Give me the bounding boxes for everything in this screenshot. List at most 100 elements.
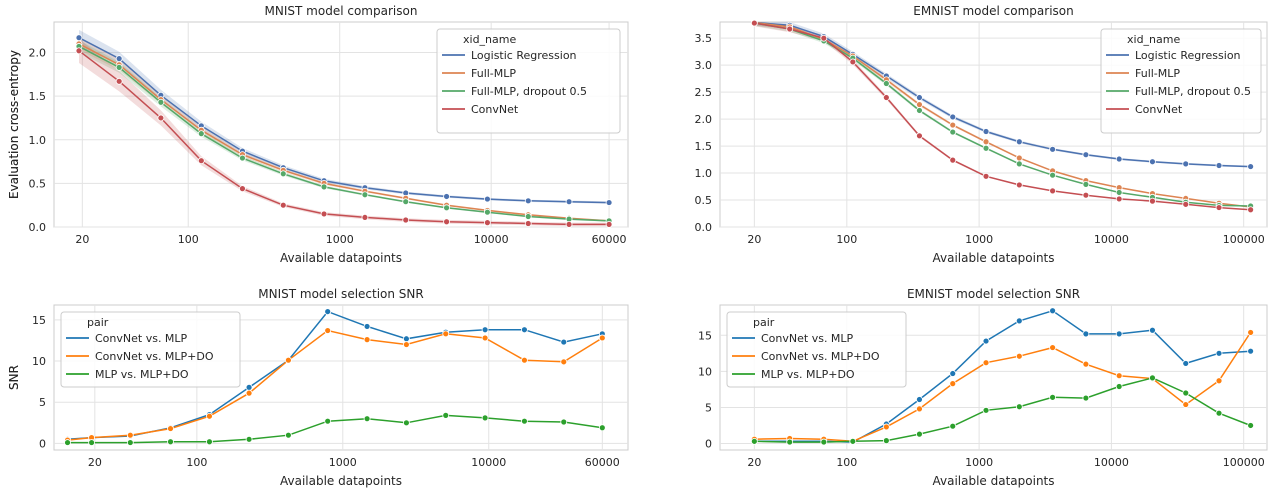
series-line (754, 377, 1251, 443)
data-point (521, 417, 528, 425)
data-point (1082, 180, 1090, 188)
y-tick-label: 0 (39, 437, 46, 450)
x-tick-label: 100 (186, 456, 207, 469)
data-point (882, 94, 890, 101)
x-tick-label: 100000 (1223, 456, 1265, 469)
data-point (484, 219, 491, 227)
data-point (1115, 383, 1123, 390)
data-point (206, 438, 213, 446)
legend-entry: Logistic Regression (471, 49, 577, 62)
confidence-band (79, 29, 610, 204)
data-point (239, 185, 246, 193)
legend-box (1100, 28, 1262, 134)
x-tick-label: 100 (836, 456, 857, 469)
data-point (1049, 393, 1056, 401)
data-point (1215, 204, 1223, 211)
x-tick-label: 1000 (326, 233, 354, 246)
data-point (324, 308, 332, 315)
y-tick-label: 0 (705, 438, 712, 451)
data-point (1182, 160, 1190, 168)
data-point (849, 437, 857, 445)
data-point (1182, 401, 1190, 408)
y-tick-label: 1.5 (29, 90, 47, 103)
data-point (982, 337, 990, 345)
data-point (820, 438, 828, 446)
legend-entry: ConvNet vs. MLP+DO (95, 350, 214, 363)
y-tick-label: 15 (698, 329, 712, 342)
data-point (524, 197, 532, 205)
legend-entry: ConvNet vs. MLP (95, 332, 188, 345)
x-tick-label: 100000 (1223, 233, 1265, 246)
x-tick-label: 20 (88, 456, 102, 469)
data-point (363, 323, 371, 330)
data-point (239, 154, 246, 162)
y-tick-label: 1.0 (29, 134, 47, 147)
data-point (982, 359, 990, 367)
legend-entry: Full-MLP, dropout 0.5 (1135, 85, 1251, 98)
data-point (403, 335, 410, 343)
data-point (521, 356, 528, 364)
data-point (167, 438, 174, 446)
data-point (949, 121, 957, 129)
y-tick-label: 10 (32, 355, 46, 368)
data-point (916, 396, 923, 403)
data-point (361, 214, 369, 221)
data-point (279, 170, 287, 178)
data-point (1082, 330, 1090, 338)
legend-box (726, 311, 907, 388)
data-point (560, 338, 568, 346)
data-point (882, 80, 890, 87)
data-point (1149, 158, 1156, 166)
legend-box (60, 311, 241, 388)
data-point (285, 431, 292, 439)
y-axis-label: SNR (7, 365, 21, 390)
data-point (565, 220, 573, 228)
x-tick-label: 100 (836, 233, 857, 246)
data-point (560, 358, 568, 366)
data-point (1049, 187, 1056, 195)
data-point (949, 370, 957, 377)
mnist-snr-panel: 20 100 1000 10000 60000 0 5 10 15 MNIST model sel… (7, 287, 629, 488)
data-point (1215, 349, 1223, 357)
y-tick-label: 1.5 (695, 140, 713, 153)
y-tick-label: 0.0 (29, 221, 47, 234)
data-point (1015, 403, 1023, 411)
data-point (157, 98, 165, 106)
data-point (1182, 360, 1190, 367)
data-point (521, 326, 528, 334)
x-tick-label: 20 (75, 233, 89, 246)
legend-entry: ConvNet (1135, 103, 1183, 116)
data-point (1247, 422, 1255, 429)
data-point (1115, 372, 1123, 380)
y-tick-label: 3.5 (695, 32, 713, 45)
data-point (916, 101, 923, 108)
data-point (786, 25, 794, 33)
data-point (320, 210, 328, 218)
y-tick-label: 5 (705, 401, 712, 414)
data-point (750, 437, 758, 445)
legend-title: pair (753, 316, 775, 329)
data-point (481, 414, 489, 422)
x-tick-label: 10000 (1094, 233, 1129, 246)
chart-title: EMNIST model selection SNR (907, 287, 1080, 301)
data-point (88, 439, 95, 446)
series-line (754, 22, 1251, 211)
data-point (64, 439, 71, 446)
data-point (115, 77, 123, 85)
y-tick-label: 2.5 (695, 86, 713, 99)
data-point (565, 198, 573, 206)
data-point (402, 198, 410, 206)
data-point (443, 204, 450, 212)
data-point (1215, 162, 1223, 169)
legend-title: xid_name (1127, 33, 1180, 46)
data-point (1015, 138, 1023, 146)
data-point (916, 107, 923, 114)
x-tick-label: 1000 (965, 233, 993, 246)
emnist-comparison-panel: 20 100 1000 10000 100000 0.0 0.5 1.0 1.5 2.0 2.5 3.… (7, 4, 1268, 265)
data-point (1247, 163, 1255, 170)
data-point (126, 439, 134, 446)
x-tick-label: 20 (747, 233, 761, 246)
data-point (524, 213, 532, 220)
data-point (1082, 151, 1090, 159)
